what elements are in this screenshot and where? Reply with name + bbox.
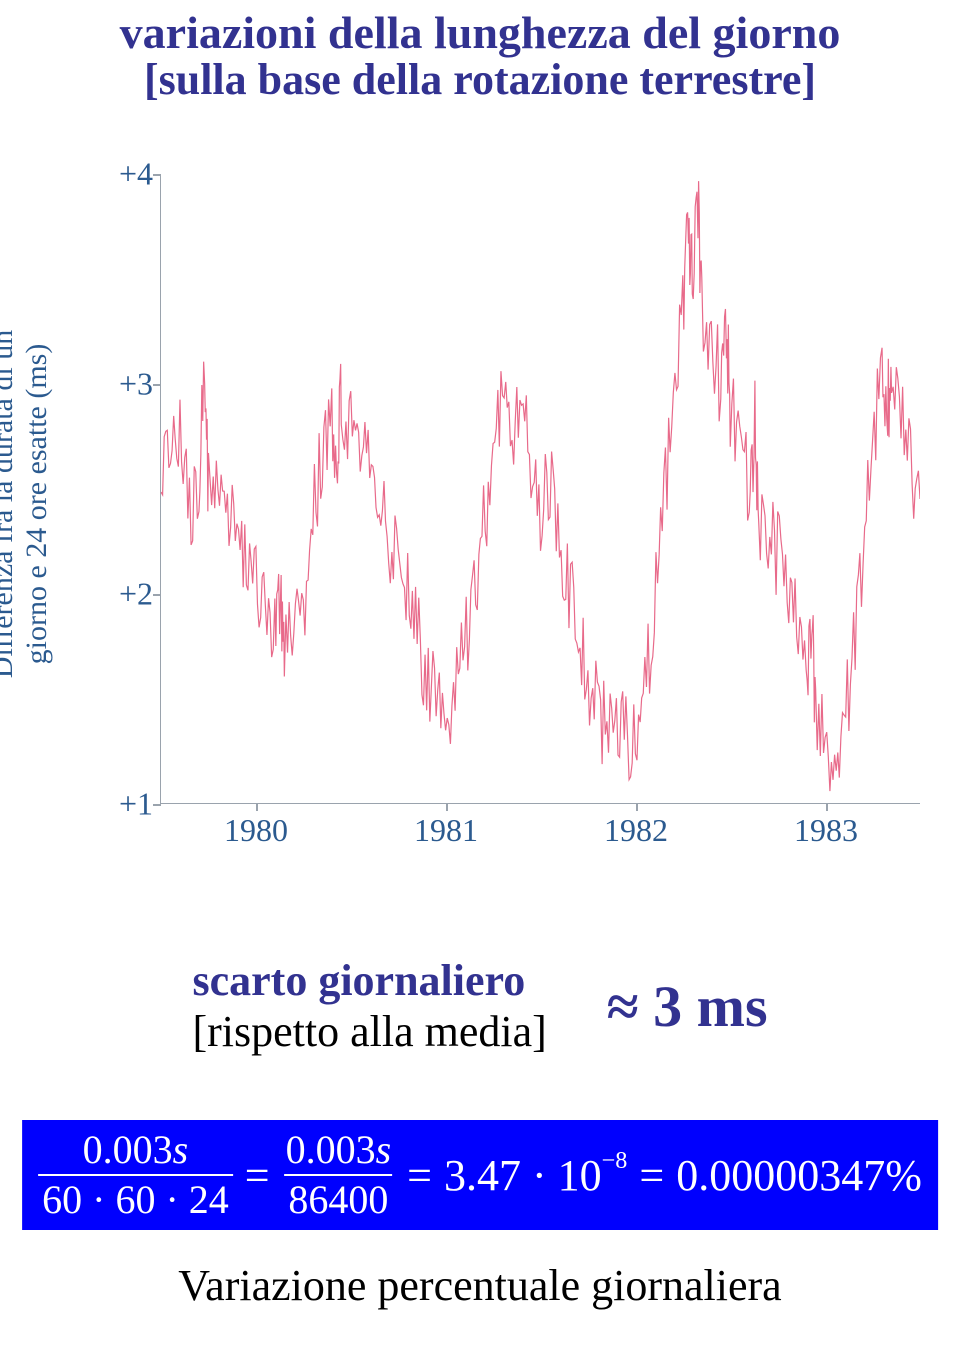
equals-3: = bbox=[627, 1150, 676, 1201]
xtick-mark bbox=[446, 803, 448, 811]
scarto-approx: ≈ 3 ms bbox=[607, 973, 768, 1040]
scarto-label: scarto giornaliero bbox=[192, 955, 546, 1006]
scientific-value: 3.47 · 10−8 bbox=[444, 1150, 627, 1201]
chart-container: Differenza fra la durata di un giorno e … bbox=[30, 144, 930, 864]
ytick-label: +4 bbox=[103, 156, 153, 193]
chart-svg bbox=[161, 174, 920, 803]
ylabel-line1: Differenza fra la durata di un bbox=[0, 330, 19, 678]
plot-area: +1+2+3+41980198119821983 bbox=[160, 174, 920, 804]
page-title: variazioni della lunghezza del giorno bbox=[0, 0, 960, 56]
xtick-mark bbox=[826, 803, 828, 811]
ytick-label: +2 bbox=[103, 576, 153, 613]
equals-2: = bbox=[395, 1150, 444, 1201]
ytick-label: +3 bbox=[103, 366, 153, 403]
page-subtitle: [sulla base della rotazione terrestre] bbox=[0, 56, 960, 104]
caption: Variazione percentuale giornaliera bbox=[0, 1260, 960, 1311]
xtick-mark bbox=[636, 803, 638, 811]
ylabel-line2: giorno e 24 ore esatte (ms) bbox=[20, 344, 53, 665]
y-axis-label: Differenza fra la durata di un giorno e … bbox=[0, 330, 54, 678]
ytick-mark bbox=[153, 174, 161, 176]
ytick-mark bbox=[153, 804, 161, 806]
scarto-text: scarto giornaliero [rispetto alla media] bbox=[192, 955, 546, 1057]
scarto-note: [rispetto alla media] bbox=[192, 1006, 546, 1057]
ytick-label: +1 bbox=[103, 786, 153, 823]
xtick-label: 1981 bbox=[414, 812, 478, 849]
xtick-label: 1983 bbox=[794, 812, 858, 849]
formula-box: 0.003s 60 · 60 · 24 = 0.003s 86400 = 3.4… bbox=[22, 1120, 938, 1230]
fraction-2: 0.003s 86400 bbox=[282, 1128, 396, 1222]
xtick-mark bbox=[256, 803, 258, 811]
equals-1: = bbox=[233, 1150, 282, 1201]
xtick-label: 1982 bbox=[604, 812, 668, 849]
fraction-1: 0.003s 60 · 60 · 24 bbox=[38, 1128, 233, 1222]
scarto-section: scarto giornaliero [rispetto alla media]… bbox=[0, 955, 960, 1057]
percent-value: 0.00000347% bbox=[676, 1150, 922, 1201]
xtick-label: 1980 bbox=[224, 812, 288, 849]
ytick-mark bbox=[153, 594, 161, 596]
ytick-mark bbox=[153, 384, 161, 386]
